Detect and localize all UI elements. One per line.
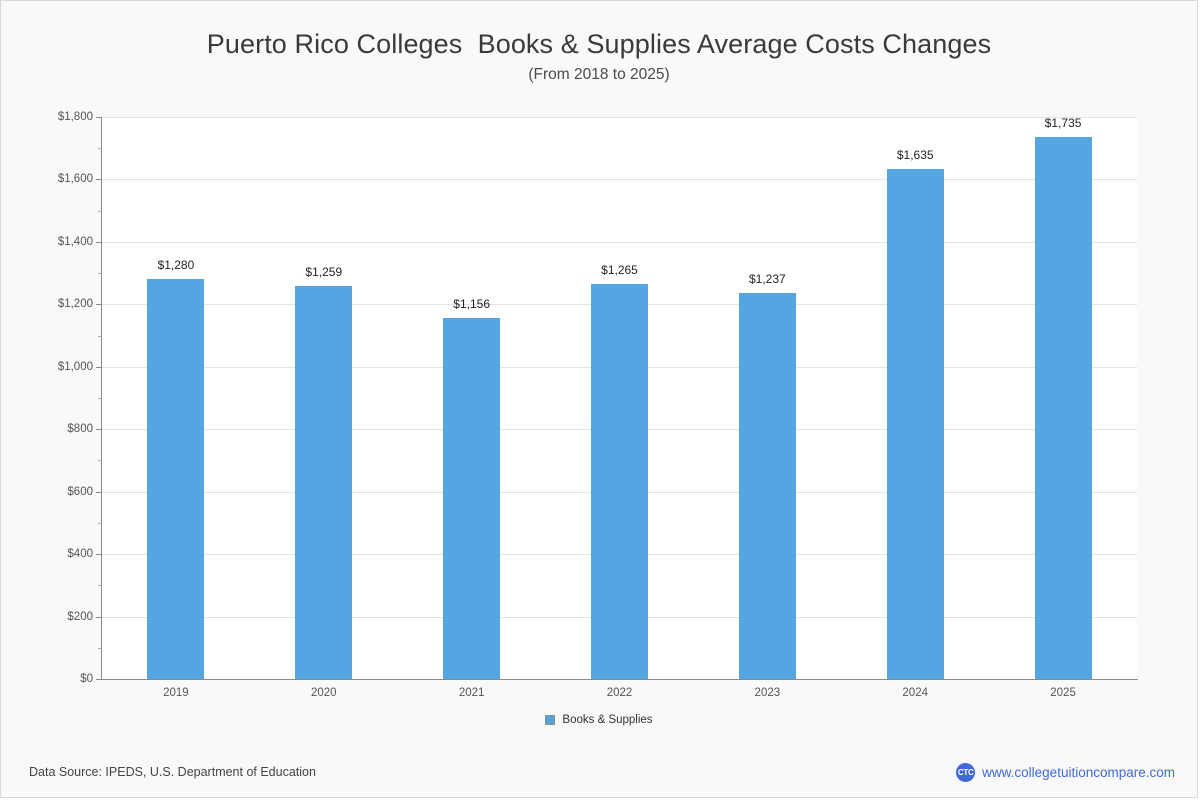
chart-subtitle: (From 2018 to 2025) bbox=[528, 66, 670, 83]
y-axis-tick-label: $600 bbox=[67, 485, 93, 498]
bar-value-label: $1,280 bbox=[157, 258, 195, 273]
title-block: Puerto Rico Colleges Books & Supplies Av… bbox=[1, 27, 1197, 86]
y-axis-tick-minor bbox=[98, 335, 102, 337]
x-axis-line bbox=[101, 679, 1138, 680]
legend-item-books-supplies[interactable]: Books & Supplies bbox=[545, 714, 653, 726]
y-axis-tick-major bbox=[96, 179, 102, 181]
chart-legend: Books & Supplies bbox=[1, 714, 1197, 726]
y-axis-tick-label: $1,400 bbox=[57, 235, 93, 248]
bar[interactable] bbox=[443, 318, 501, 679]
x-axis-tick-label: 2024 bbox=[902, 687, 928, 699]
x-axis-tick-label: 2019 bbox=[163, 687, 189, 699]
chart-title: Puerto Rico Colleges Books & Supplies Av… bbox=[206, 29, 992, 59]
y-axis-tick-major bbox=[96, 429, 102, 431]
y-axis-tick-label: $400 bbox=[67, 548, 93, 561]
gridline bbox=[102, 117, 1137, 118]
brand-url-link[interactable]: www.collegetuitioncompare.com bbox=[982, 765, 1175, 780]
y-axis-tick-label: $200 bbox=[67, 610, 93, 623]
y-axis-tick-major bbox=[96, 554, 102, 556]
x-axis-tick-label: 2023 bbox=[754, 687, 781, 699]
y-axis-tick-major bbox=[96, 241, 102, 243]
y-axis-tick-label: $1,000 bbox=[57, 360, 93, 373]
y-axis-tick-label: $1,800 bbox=[57, 111, 93, 123]
data-source-text: Data Source: IPEDS, U.S. Department of E… bbox=[29, 765, 316, 779]
y-axis-tick-label: $1,200 bbox=[57, 298, 93, 311]
bar-value-label: $1,265 bbox=[601, 263, 638, 278]
bar[interactable] bbox=[886, 168, 944, 679]
plot-area bbox=[102, 117, 1137, 679]
y-axis-tick-minor bbox=[98, 585, 102, 587]
gridline bbox=[102, 241, 1137, 243]
y-axis-tick-minor bbox=[98, 647, 102, 649]
bar-value-label: $1,635 bbox=[896, 147, 934, 162]
y-axis-tick-major bbox=[96, 117, 102, 118]
legend-item-label: Books & Supplies bbox=[562, 714, 653, 726]
y-axis-tick-minor bbox=[98, 460, 102, 462]
y-axis-tick-major bbox=[96, 304, 102, 306]
bar-value-label: $1,259 bbox=[305, 264, 343, 279]
y-axis-tick-label: $1,600 bbox=[57, 173, 93, 186]
x-axis-tick-label: 2022 bbox=[606, 687, 633, 699]
bar[interactable] bbox=[295, 285, 353, 679]
x-axis-tick-label: 2020 bbox=[310, 687, 337, 699]
legend-swatch-icon bbox=[545, 715, 556, 725]
y-axis-tick-minor bbox=[98, 522, 102, 524]
y-axis-tick-major bbox=[96, 679, 102, 680]
bar[interactable] bbox=[591, 284, 648, 679]
y-axis-labels: $0 $200 $400 $600 $800 $1,000 $1,200 $1,400 $1,6… bbox=[1, 1, 93, 799]
bar-value-label: $1,156 bbox=[453, 297, 490, 312]
bar-value-label: $1,735 bbox=[1044, 116, 1082, 131]
gridline bbox=[102, 179, 1137, 181]
y-axis-tick-major bbox=[96, 366, 102, 368]
x-axis-tick-label: 2021 bbox=[458, 687, 485, 699]
y-axis-tick-major bbox=[96, 616, 102, 618]
bar[interactable] bbox=[147, 279, 205, 679]
y-axis-tick-major bbox=[96, 491, 102, 493]
y-axis-tick-minor bbox=[98, 398, 102, 399]
bar[interactable] bbox=[738, 292, 796, 679]
x-axis-tick-label: 2025 bbox=[1050, 687, 1076, 699]
ctc-logo-icon: CTC bbox=[956, 763, 976, 782]
y-axis-tick-label: $0 bbox=[80, 673, 93, 685]
y-axis-tick-minor bbox=[98, 273, 102, 275]
y-axis-tick-label: $800 bbox=[67, 423, 93, 436]
y-axis-tick-minor bbox=[98, 148, 102, 150]
brand-watermark[interactable]: CTC www.collegetuitioncompare.com bbox=[956, 763, 1175, 782]
bar-value-label: $1,237 bbox=[748, 271, 786, 286]
y-axis-tick-minor bbox=[98, 210, 102, 212]
bar[interactable] bbox=[1034, 137, 1092, 679]
